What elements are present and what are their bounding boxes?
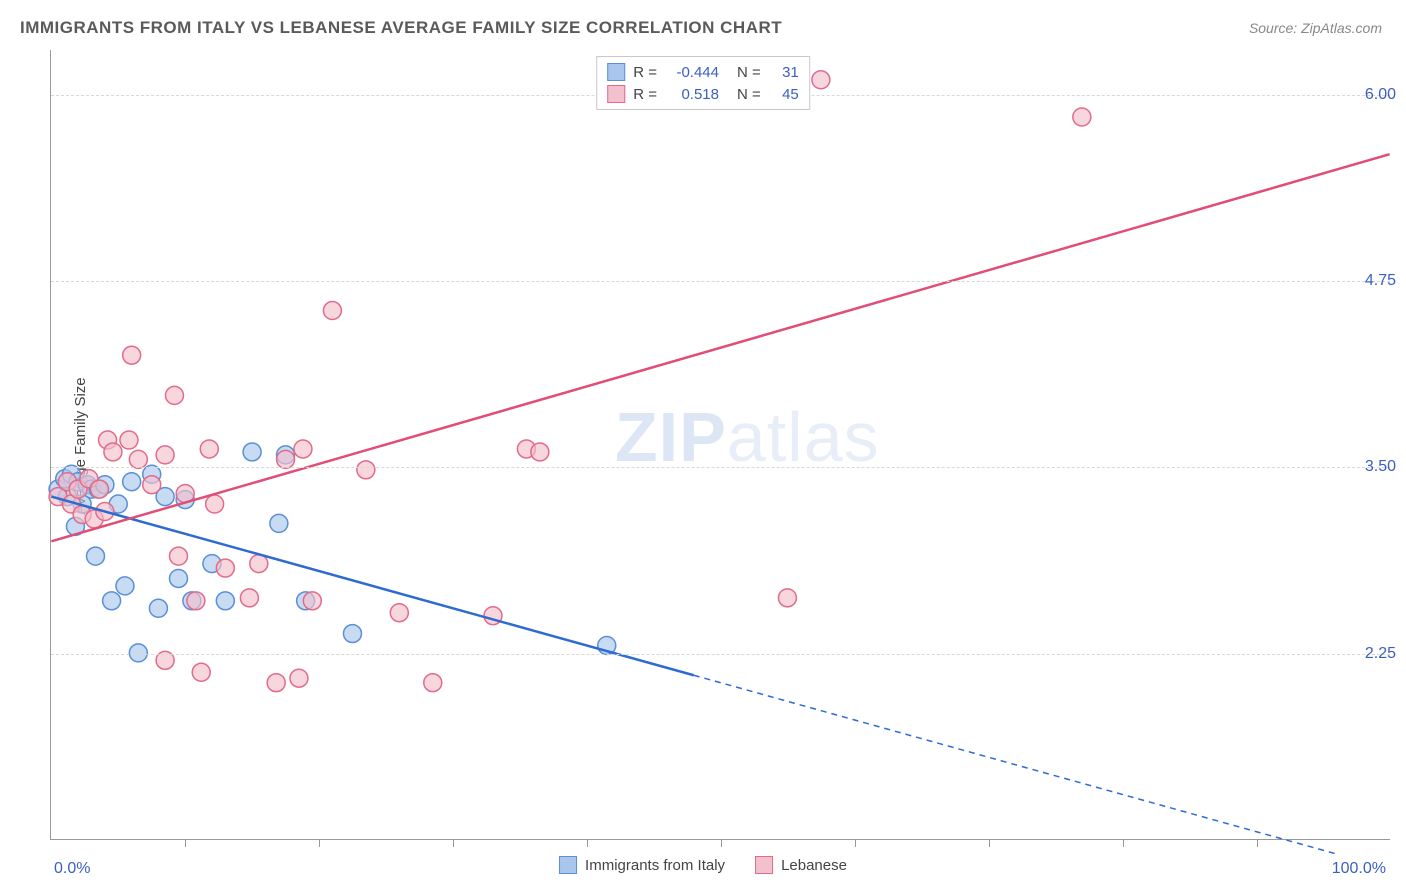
legend-swatch-bottom-1 bbox=[559, 856, 577, 874]
plot-area: ZIPatlas bbox=[50, 50, 1390, 840]
y-tick-label: 4.75 bbox=[1365, 272, 1396, 290]
chart-title: IMMIGRANTS FROM ITALY VS LEBANESE AVERAG… bbox=[20, 18, 782, 38]
legend-row-series-2: R = 0.518 N = 45 bbox=[607, 83, 799, 105]
legend-correlation: R = -0.444 N = 31 R = 0.518 N = 45 bbox=[596, 56, 810, 110]
legend-label-1: Immigrants from Italy bbox=[585, 857, 725, 874]
x-axis-min-label: 0.0% bbox=[54, 860, 90, 878]
y-tick-label: 2.25 bbox=[1365, 645, 1396, 663]
legend-swatch-1 bbox=[607, 63, 625, 81]
x-axis-max-label: 100.0% bbox=[1332, 860, 1386, 878]
y-tick-label: 6.00 bbox=[1365, 86, 1396, 104]
y-tick-label: 3.50 bbox=[1365, 458, 1396, 476]
chart-svg bbox=[51, 50, 1390, 839]
legend-swatch-bottom-2 bbox=[755, 856, 773, 874]
source-attribution: Source: ZipAtlas.com bbox=[1249, 20, 1382, 36]
legend-label-2: Lebanese bbox=[781, 857, 847, 874]
legend-item-1: Immigrants from Italy bbox=[559, 856, 725, 874]
legend-row-series-1: R = -0.444 N = 31 bbox=[607, 61, 799, 83]
legend-swatch-2 bbox=[607, 85, 625, 103]
legend-item-2: Lebanese bbox=[755, 856, 847, 874]
legend-series: Immigrants from Italy Lebanese bbox=[559, 856, 847, 874]
